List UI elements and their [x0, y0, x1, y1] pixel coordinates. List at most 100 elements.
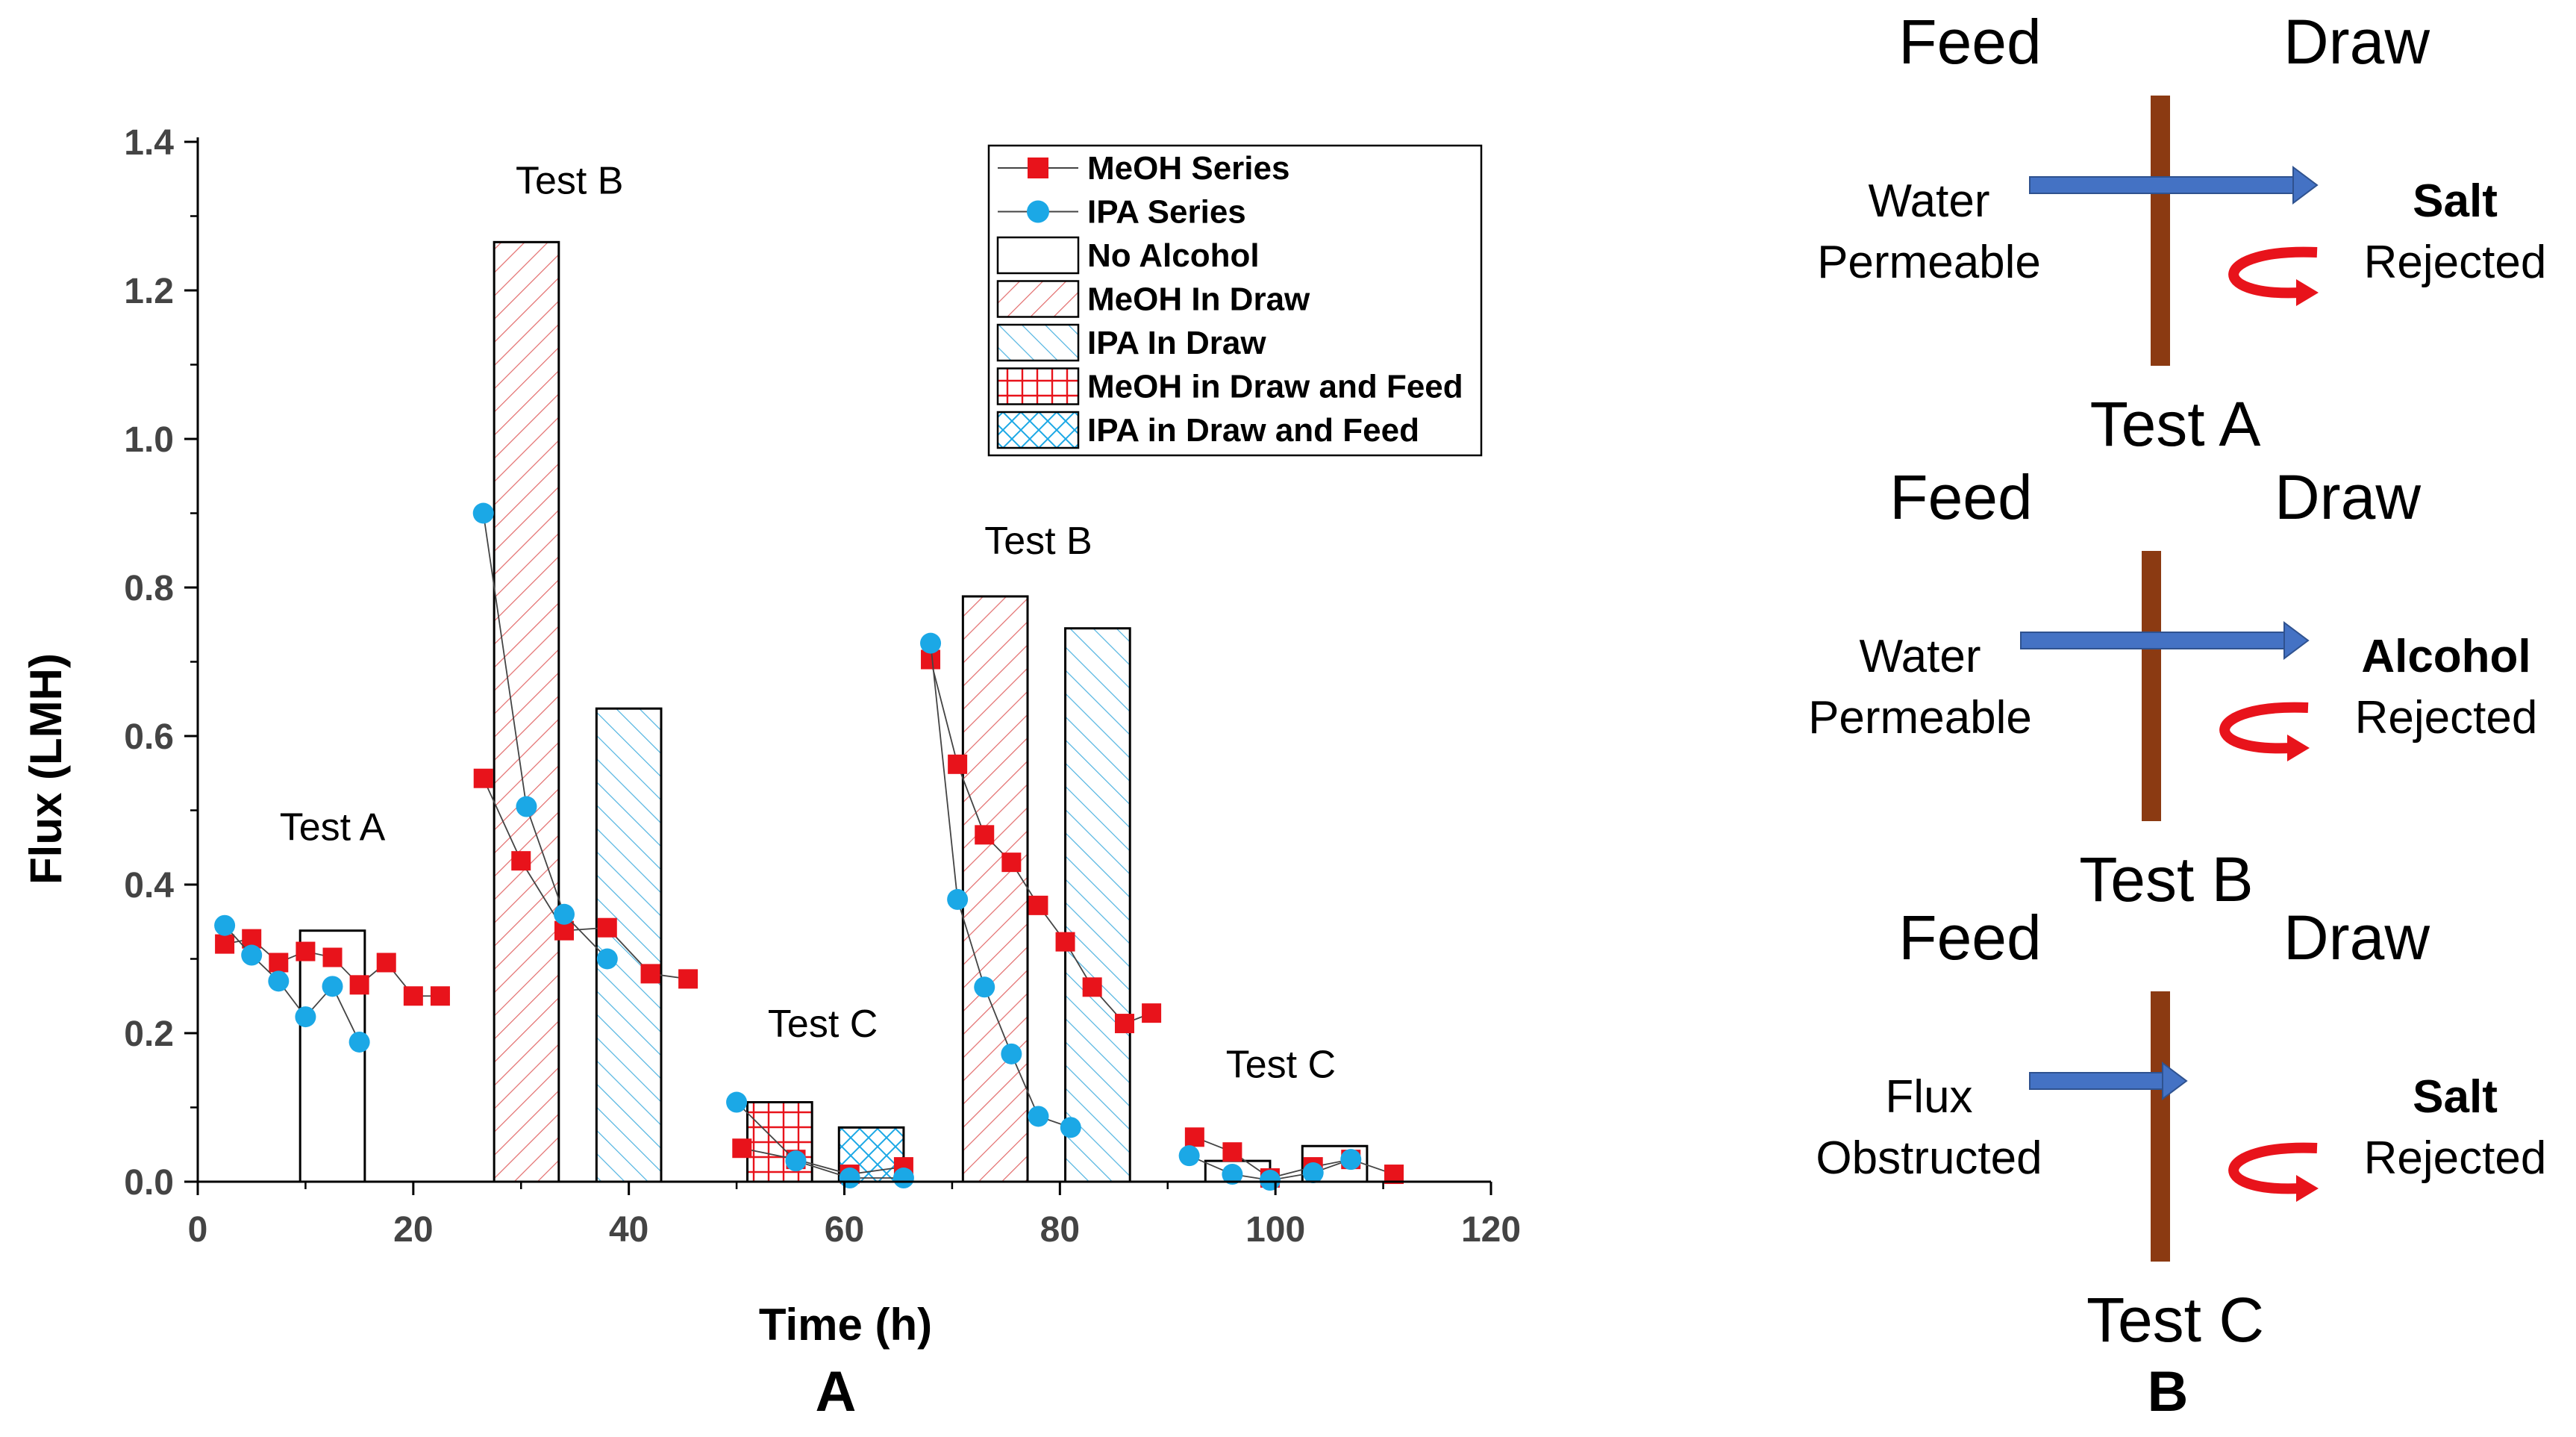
draw-label: Draw	[2283, 7, 2430, 77]
data-point-circle	[1340, 1149, 1362, 1171]
data-point-circle	[947, 888, 969, 910]
reject-arrow-icon	[2219, 702, 2310, 761]
membrane-bar	[2151, 991, 2170, 1262]
series-line	[736, 1101, 904, 1179]
legend-label: IPA in Draw and Feed	[1087, 412, 1419, 449]
legend-swatch	[996, 236, 1080, 275]
membrane-bar	[2151, 96, 2170, 366]
legend-label: IPA In Draw	[1087, 325, 1266, 361]
x-axis-label: Time (h)	[759, 1300, 932, 1350]
data-point-circle	[1178, 1145, 1200, 1167]
x-tick-label: 60	[825, 1210, 864, 1250]
test-label: Test C	[1226, 1044, 1336, 1087]
flow-arrow-icon	[2020, 621, 2310, 660]
series-layer	[214, 502, 1404, 1191]
data-point-circle	[348, 1031, 370, 1053]
y-tick-label: 0.8	[124, 569, 174, 608]
left-text-1: Flux	[1885, 1071, 1972, 1123]
legend-item: MeOH In Draw	[996, 280, 1310, 318]
legend-item: IPA In Draw	[996, 323, 1266, 362]
legend-item: MeOH Series	[998, 150, 1289, 187]
diagram-1: Feed Draw Water Permeable Salt Rejected Test A	[1817, 7, 2546, 459]
data-point-square	[473, 768, 493, 788]
data-point-square	[1142, 1003, 1162, 1023]
axes-layer: 0.0 0.2 0.4 0.6 0.8 1.0 1.2 1.4 0 20 40 60 80 100 120	[124, 123, 1521, 1250]
legend-swatch	[1027, 200, 1049, 223]
y-tick-label: 0.4	[124, 866, 174, 905]
legend-label: MeOH Series	[1087, 150, 1289, 187]
data-point-circle	[268, 970, 290, 992]
right-text-1: Salt	[2413, 1071, 2498, 1123]
draw-label: Draw	[2275, 462, 2421, 532]
legend-swatch	[996, 323, 1080, 362]
series-line	[482, 513, 608, 960]
data-point-circle	[1060, 1117, 1081, 1138]
y-tick-label: 1.0	[124, 420, 174, 460]
draw-label: Draw	[2283, 903, 2430, 973]
left-text-2: Permeable	[1817, 237, 2041, 288]
data-point-square	[678, 969, 698, 989]
data-point-circle	[596, 948, 618, 970]
y-tick-label: 1.2	[124, 272, 174, 311]
data-point-circle	[785, 1150, 807, 1172]
data-point-circle	[472, 502, 494, 524]
left-text-2: Obstructed	[1816, 1132, 2042, 1184]
right-text-2: Rejected	[2364, 237, 2547, 288]
panel-label-a: A	[816, 1360, 857, 1424]
y-tick-label: 1.4	[124, 123, 174, 163]
membrane-diagrams: Feed Draw Water Permeable Salt Rejected Test A…	[1808, 7, 2546, 1355]
series-line	[742, 1147, 904, 1175]
data-point-square	[1028, 895, 1048, 915]
data-point-circle	[839, 1168, 860, 1189]
right-text-1: Salt	[2413, 175, 2498, 227]
membrane-bar	[2142, 551, 2161, 821]
data-point-square	[322, 947, 343, 967]
reject-arrow-icon	[2228, 246, 2319, 306]
data-point-square	[1055, 932, 1075, 952]
data-point-circle	[1222, 1164, 1243, 1185]
data-point-circle	[726, 1091, 748, 1113]
y-tick-label: 0.0	[124, 1163, 174, 1203]
x-tick-label: 120	[1461, 1210, 1521, 1250]
panel-label-b: B	[2148, 1360, 2189, 1424]
flux-chart: 0.00.20.40.60.81.01.21.40 20 40 60 80 100 120 …	[21, 123, 1521, 1424]
data-point-circle	[322, 976, 343, 997]
test-label: Test B	[984, 520, 1092, 563]
diagram-3: Feed Draw Flux Obstructed Salt Rejected Test C	[1816, 903, 2546, 1355]
data-point-square	[403, 986, 423, 1006]
feed-label: Feed	[1898, 903, 2041, 973]
test-name: Test B	[2079, 844, 2253, 914]
data-point-square	[349, 975, 369, 995]
test-label: Test B	[516, 160, 624, 203]
legend-label: MeOH in Draw and Feed	[1087, 369, 1463, 405]
bars-layer	[298, 240, 1369, 1183]
legend-swatch	[996, 367, 1080, 405]
data-point-circle	[920, 632, 942, 654]
x-tick-label: 20	[393, 1210, 433, 1250]
data-point-square	[1184, 1127, 1204, 1147]
legend-label: MeOH In Draw	[1087, 281, 1310, 318]
data-point-circle	[1302, 1162, 1324, 1184]
x-tick-label: 40	[609, 1210, 648, 1250]
reject-arrow-icon	[2228, 1142, 2319, 1202]
data-point-circle	[516, 796, 537, 817]
legend-swatch	[996, 411, 1080, 449]
data-point-circle	[1001, 1043, 1022, 1064]
feed-label: Feed	[1889, 462, 2032, 532]
data-point-circle	[974, 976, 995, 998]
legend-label: No Alcohol	[1087, 237, 1260, 274]
data-point-square	[511, 851, 531, 871]
bar-3	[595, 707, 663, 1183]
y-axis-label: Flux (LMH)	[21, 653, 71, 885]
bar-4	[746, 1101, 813, 1183]
right-text-2: Rejected	[2364, 1132, 2547, 1184]
test-label: Test C	[768, 1003, 878, 1046]
data-point-square	[430, 986, 450, 1006]
flow-arrow-icon	[2029, 1062, 2188, 1100]
bar-7	[1064, 627, 1131, 1183]
flow-arrow-icon	[2029, 166, 2319, 205]
legend-item: IPA in Draw and Feed	[996, 411, 1419, 449]
data-point-square	[732, 1138, 752, 1159]
bar-2	[493, 240, 560, 1183]
test-name: Test A	[2090, 389, 2261, 459]
